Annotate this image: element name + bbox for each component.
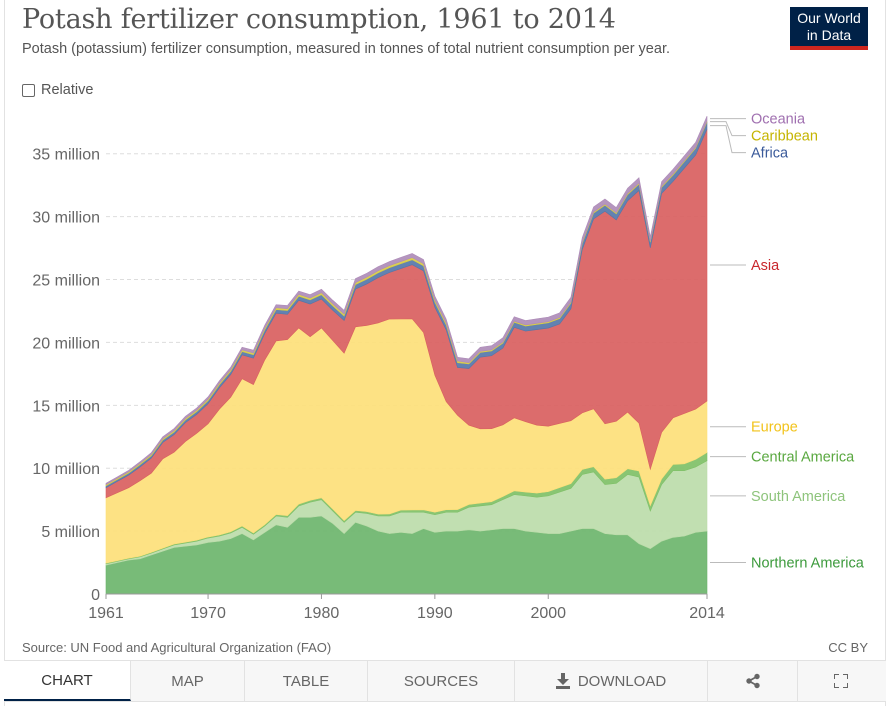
share-icon	[745, 673, 760, 689]
tab-sources-label: SOURCES	[403, 672, 479, 690]
tab-table-label: TABLE	[282, 672, 330, 690]
tab-download-label: DOWNLOAD	[577, 672, 667, 690]
y-tick-label: 30 million	[32, 210, 100, 227]
chart-title: Potash fertilizer consumption, 1961 to 2…	[22, 4, 616, 35]
tab-map-label: MAP	[171, 672, 204, 690]
x-tick-label: 2014	[689, 605, 725, 622]
legend-label-oceania[interactable]: Oceania	[751, 112, 806, 128]
tab-share[interactable]	[708, 661, 798, 701]
tab-fullscreen[interactable]	[798, 661, 884, 701]
chart-areas	[105, 116, 708, 595]
area-oceania[interactable]	[105, 116, 708, 486]
y-tick-label: 5 million	[41, 524, 100, 541]
y-axis: 0 5 million 10 million 15 million 20 million…	[32, 147, 100, 604]
legend-label-africa[interactable]: Africa	[751, 146, 789, 162]
legend-connector	[710, 121, 746, 137]
relative-checkbox[interactable]	[22, 83, 35, 97]
license-link[interactable]: CC BY	[828, 640, 868, 655]
bottom-tab-bar: CHART MAP TABLE SOURCES DOWNLOAD	[4, 660, 886, 702]
x-tick-label: 1980	[304, 605, 340, 622]
tab-download[interactable]: DOWNLOAD	[515, 661, 708, 701]
legend-label-south-america[interactable]: South America	[751, 489, 846, 505]
tab-map[interactable]: MAP	[131, 661, 245, 701]
chart-frame	[4, 0, 886, 706]
tab-chart[interactable]: CHART	[4, 661, 131, 701]
tab-sources[interactable]: SOURCES	[368, 661, 515, 701]
logo-line-2: in Data	[806, 27, 852, 43]
legend-label-europe[interactable]: Europe	[751, 420, 798, 436]
legend-label-asia[interactable]: Asia	[751, 258, 780, 274]
relative-toggle[interactable]: Relative	[22, 82, 93, 98]
x-tick-label: 1970	[190, 605, 226, 622]
chart-subtitle: Potash (potassium) fertilizer consumptio…	[22, 41, 670, 57]
fullscreen-icon	[834, 674, 848, 688]
legend-label-caribbean[interactable]: Caribbean	[751, 129, 818, 145]
area-chart: 0 5 million 10 million 15 million 20 million…	[32, 112, 865, 622]
source-note[interactable]: Source: UN Food and Agricultural Organiz…	[22, 640, 332, 655]
x-tick-label: 1990	[417, 605, 453, 622]
y-tick-label: 0	[91, 587, 100, 604]
legend-connector	[710, 125, 746, 154]
tab-chart-label: CHART	[41, 671, 93, 689]
logo-line-1: Our World	[797, 10, 861, 26]
x-axis: 1961 1970 1980 1990 2000 2014	[88, 593, 725, 622]
y-tick-label: 10 million	[32, 461, 100, 478]
download-icon	[555, 673, 570, 689]
tab-table[interactable]: TABLE	[245, 661, 368, 701]
y-tick-label: 25 million	[32, 273, 100, 290]
legend-label-northern-america[interactable]: Northern America	[751, 556, 865, 572]
y-tick-label: 15 million	[32, 398, 100, 415]
x-tick-label: 1961	[88, 605, 124, 622]
y-tick-label: 35 million	[32, 147, 100, 164]
owid-logo[interactable]: Our World in Data	[790, 7, 868, 50]
y-tick-label: 20 million	[32, 335, 100, 352]
legend-label-central-america[interactable]: Central America	[751, 450, 855, 466]
x-tick-label: 2000	[530, 605, 566, 622]
relative-label: Relative	[41, 82, 94, 98]
